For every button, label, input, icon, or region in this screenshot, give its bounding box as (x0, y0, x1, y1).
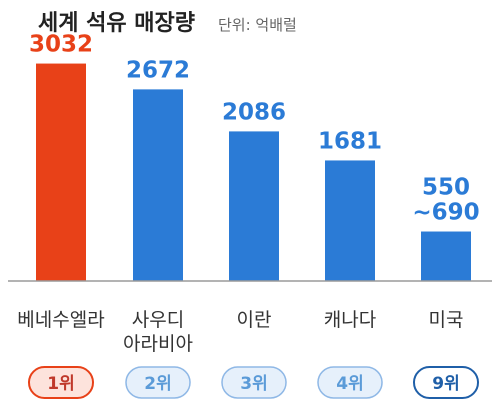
category-label-5: 미국 (429, 309, 464, 331)
rank-badge-2 (125, 366, 191, 399)
bars-group: 3032 2672 2086 1681 550~690 (29, 32, 480, 281)
chart-unit: 단위: 억배럴 (218, 16, 297, 34)
category-label-2-1: 사우디 (132, 309, 184, 331)
rank-badge-4 (317, 366, 383, 399)
value-label-2: 2672 (126, 57, 190, 83)
category-label-2-2: 아라비아 (123, 333, 193, 355)
rank-badge-3 (221, 366, 287, 399)
value-label-5-1: 550 (422, 175, 470, 201)
category-label-4: 캐나다 (324, 309, 376, 331)
bar-1 (36, 63, 86, 281)
rank-label-3: 3위 (240, 374, 267, 394)
rank-badges-group: 1위 2위 3위 4위 9위 (28, 366, 479, 399)
category-label-3: 이란 (237, 309, 272, 331)
rank-label-4: 4위 (336, 374, 363, 394)
bar-2 (133, 89, 183, 281)
value-label-3: 2086 (222, 99, 286, 125)
value-label-4: 1681 (318, 128, 382, 154)
rank-badge-5 (413, 366, 479, 399)
rank-badge-1 (28, 366, 94, 399)
bar-5 (421, 231, 471, 281)
rank-label-2: 2위 (144, 374, 171, 394)
value-label-1: 3032 (29, 32, 93, 58)
rank-label-1: 1위 (47, 374, 74, 394)
rank-label-5: 9위 (432, 374, 459, 394)
bar-3 (229, 131, 279, 281)
chart-title: 세계 석유 매장량 (38, 11, 195, 36)
value-label-5-2: ~690 (412, 200, 479, 226)
bar-4 (325, 160, 375, 281)
category-label-1: 베네수엘라 (17, 309, 104, 331)
